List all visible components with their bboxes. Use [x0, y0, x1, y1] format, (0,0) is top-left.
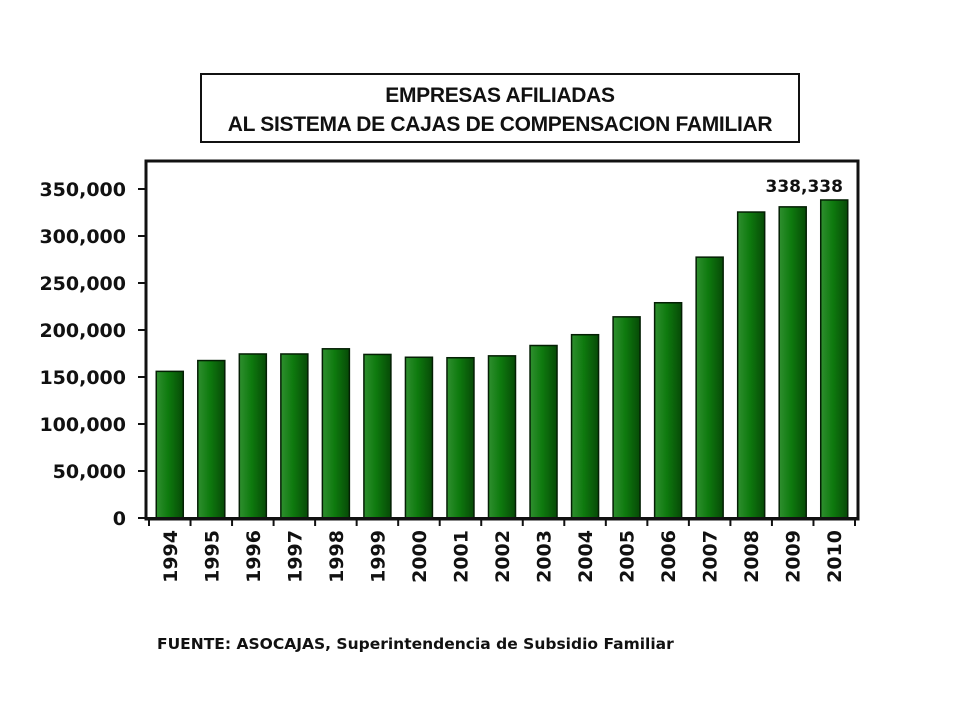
x-tick-label-1997: 1997 [284, 530, 306, 583]
x-tick-label-2003: 2003 [534, 530, 556, 583]
bar-1995 [197, 359, 226, 519]
chart-title-line-2: AL SISTEMA DE CAJAS DE COMPENSACION FAMI… [227, 113, 773, 136]
x-tick-label-1996: 1996 [243, 530, 265, 583]
x-tick-label-2001: 2001 [450, 530, 472, 583]
bar-2009 [778, 206, 807, 519]
x-tick-label-2009: 2009 [783, 530, 805, 583]
y-tick-label: 50,000 [53, 461, 126, 483]
x-tick-label-1999: 1999 [367, 530, 389, 583]
bars [155, 199, 849, 519]
bar-1999 [363, 353, 392, 519]
x-tick-label-1995: 1995 [201, 530, 223, 583]
chart-title-line-1: EMPRESAS AFILIADAS [385, 84, 615, 107]
source-note: FUENTE: ASOCAJAS, Superintendencia de Su… [157, 635, 674, 653]
x-tick-label-2004: 2004 [575, 530, 597, 583]
x-tick-label-2008: 2008 [741, 530, 763, 583]
x-tick-label-1994: 1994 [160, 530, 182, 583]
y-tick-label: 350,000 [39, 179, 126, 201]
chart-title-box: EMPRESAS AFILIADAS AL SISTEMA DE CAJAS D… [200, 73, 800, 143]
x-tick-label-2002: 2002 [492, 530, 514, 583]
y-tick-label: 250,000 [39, 273, 126, 295]
x-axis: 1994 1995 1996 1997 1998 1999 2000 2001 2002 2003… [146, 517, 858, 583]
y-tick-label: 100,000 [39, 414, 126, 436]
bar-2008 [736, 211, 766, 519]
bar-1996 [238, 353, 268, 519]
y-tick-label: 0 [113, 508, 126, 530]
x-tick-label-2007: 2007 [700, 530, 722, 583]
bar-1994 [155, 370, 185, 519]
bar-2007 [695, 256, 724, 519]
bar-1998 [321, 348, 351, 519]
y-tick-label: 300,000 [39, 226, 126, 248]
annotation-label: 338,338 [766, 177, 843, 197]
y-axis: 0 50,000 100,000 150,000 200,000 250,000 300,0… [39, 179, 146, 530]
bar-2002 [487, 355, 517, 519]
x-tick-label-2010: 2010 [824, 530, 846, 583]
bar-2000 [404, 356, 434, 519]
bar-2010 [819, 199, 849, 519]
bar-2004 [570, 333, 600, 519]
y-tick-label: 150,000 [39, 367, 126, 389]
bar-1997 [280, 353, 309, 519]
bar-2006 [653, 301, 683, 519]
x-tick-label-2006: 2006 [658, 530, 680, 583]
x-tick-label-1998: 1998 [326, 530, 348, 583]
bar-2001 [446, 356, 475, 519]
bar-2003 [529, 344, 558, 519]
x-tick-label-2000: 2000 [409, 530, 431, 583]
y-tick-label: 200,000 [39, 320, 126, 342]
x-tick-label-2005: 2005 [617, 530, 639, 583]
bar-2005 [612, 316, 641, 519]
